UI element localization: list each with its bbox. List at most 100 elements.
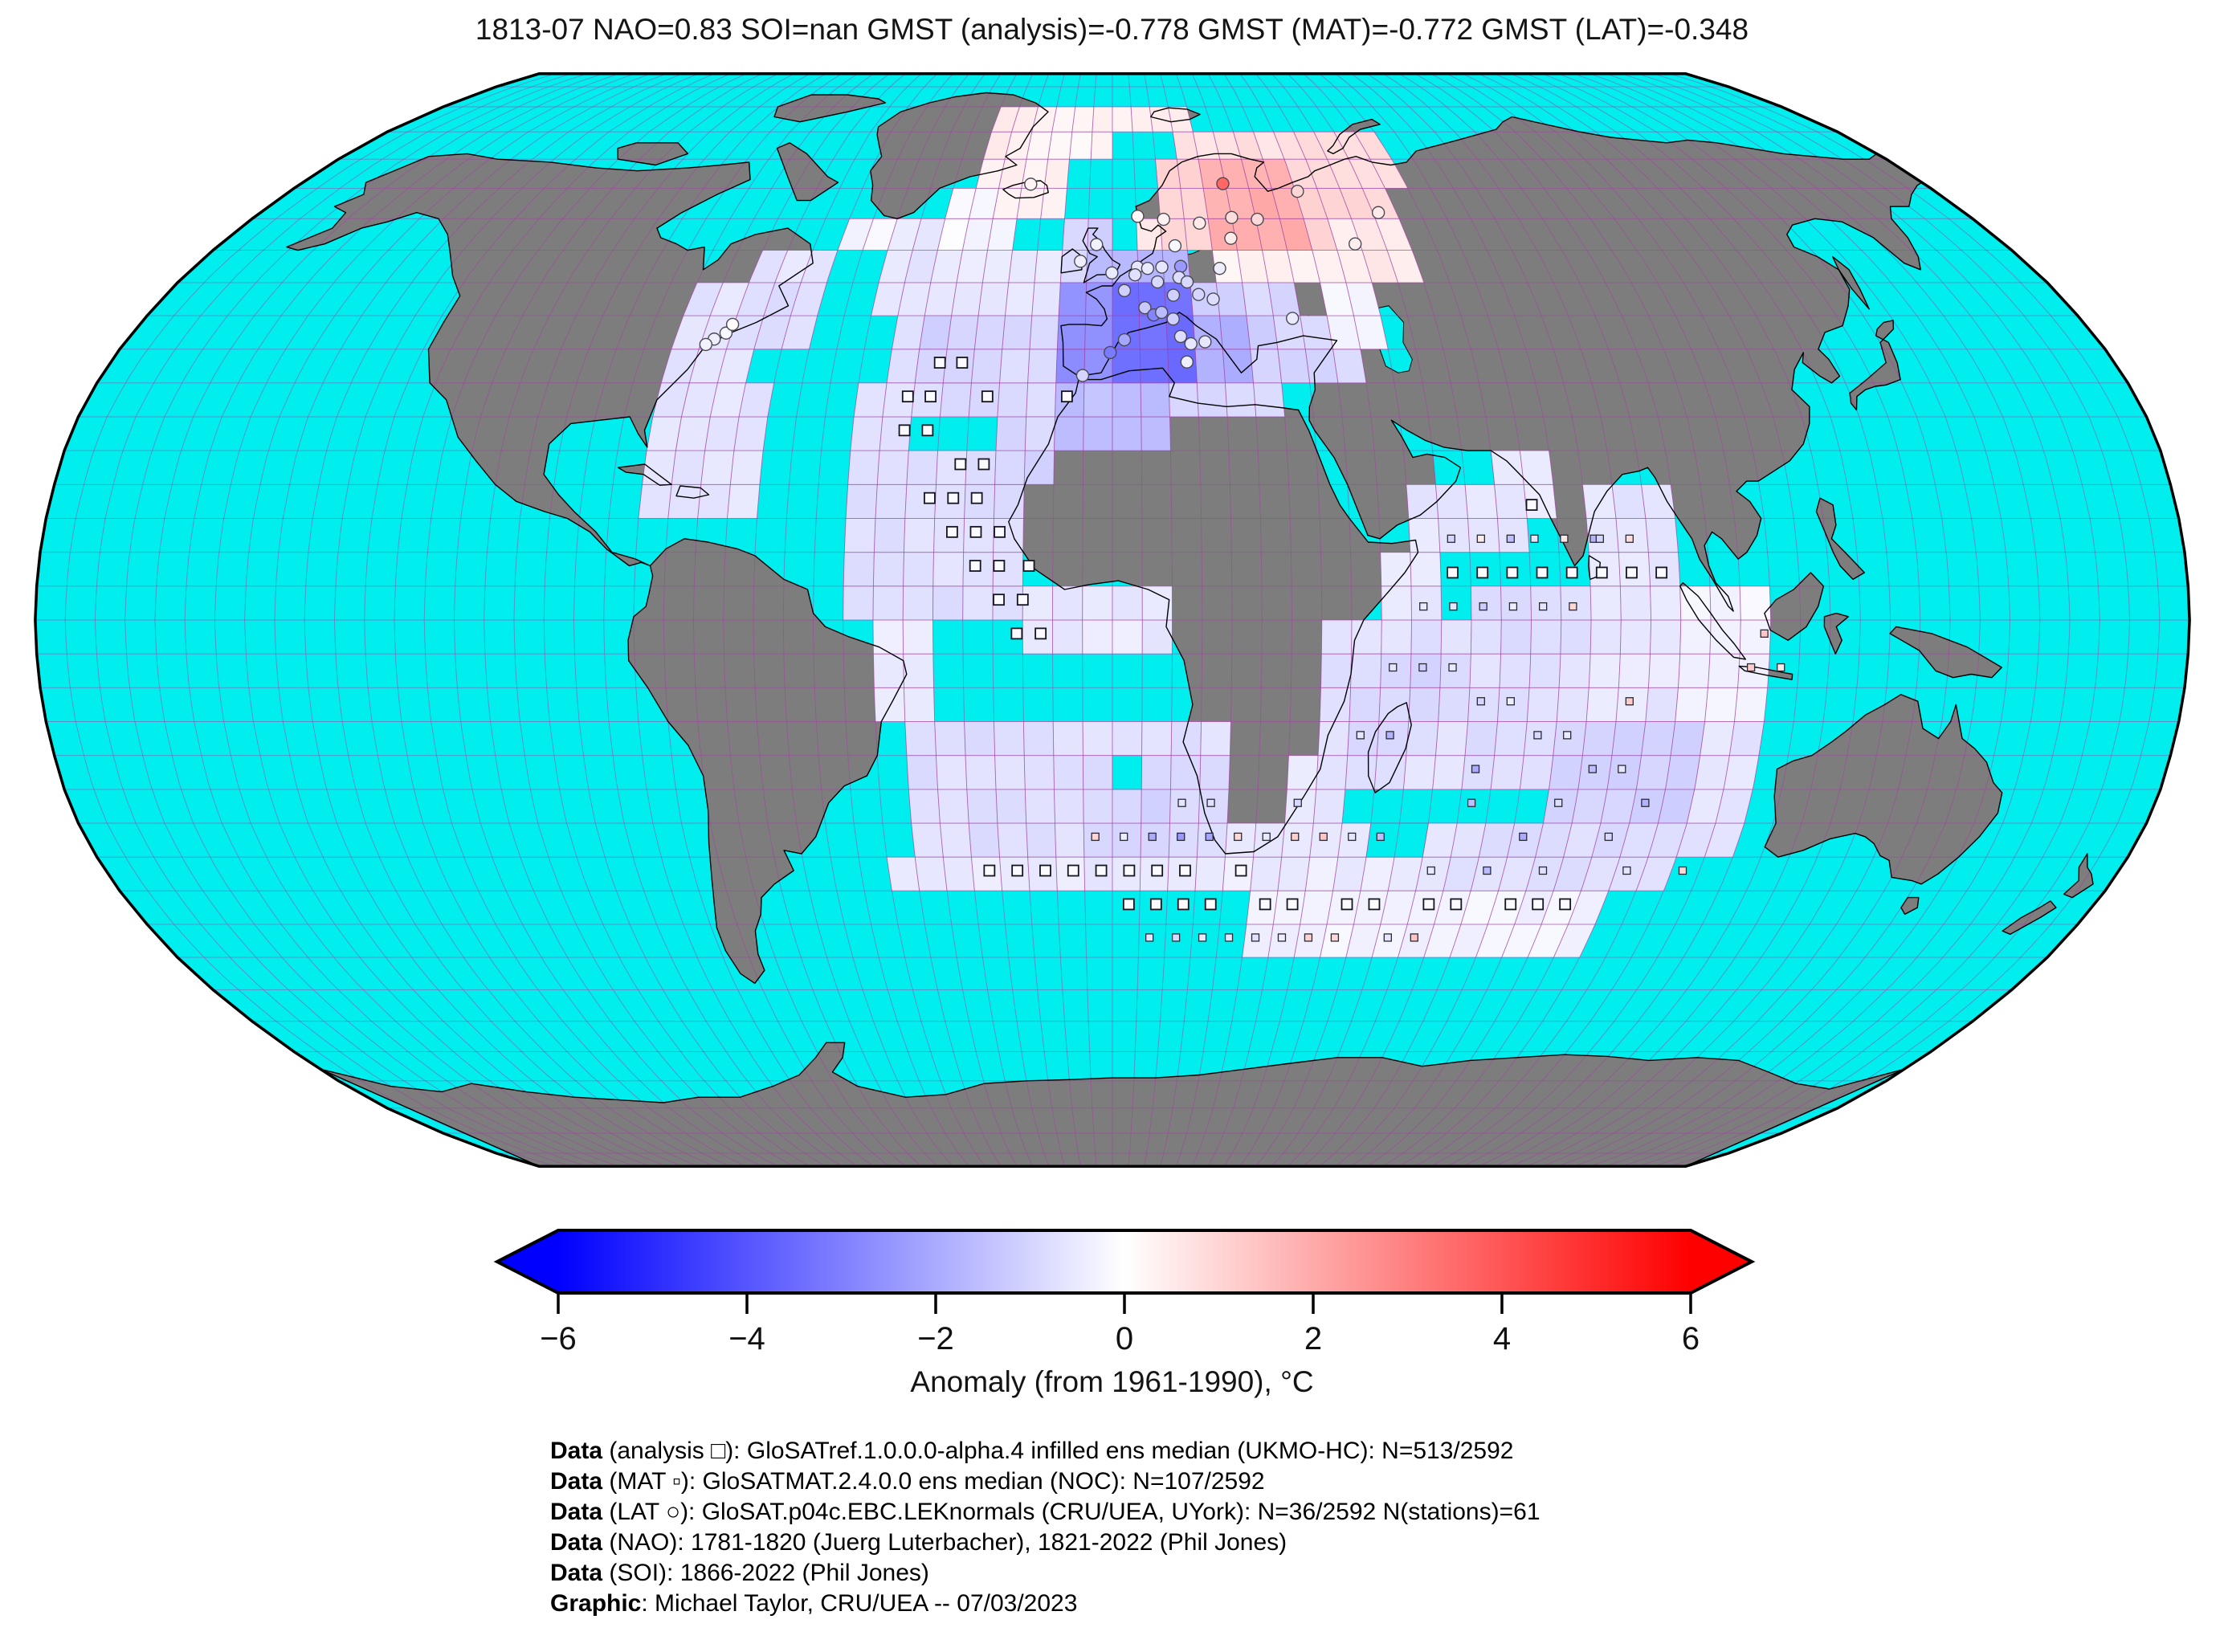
colorbar: −6 −4 −2 0 2 4 6	[493, 1229, 1756, 1356]
anomaly-cell	[1194, 856, 1226, 891]
anomaly-cell	[1052, 619, 1083, 655]
anomaly-cell	[946, 315, 979, 350]
mat-cell-marker	[1426, 866, 1435, 875]
analysis-cell-marker	[947, 492, 960, 504]
anomaly-cell	[1082, 755, 1113, 790]
anomaly-cell	[1619, 585, 1652, 621]
anomaly-cell	[1435, 721, 1469, 757]
anomaly-cell	[843, 518, 876, 553]
anomaly-cell	[1708, 653, 1740, 688]
anomaly-cell	[1043, 158, 1070, 189]
lat-station-marker	[1225, 210, 1239, 225]
anomaly-cell	[1438, 687, 1471, 722]
analysis-cell-marker	[1179, 864, 1191, 877]
anomaly-cell	[1024, 789, 1055, 824]
anomaly-cell	[1052, 585, 1083, 621]
mat-cell-marker	[1177, 832, 1185, 842]
anomaly-cell	[906, 450, 938, 485]
anomaly-cell	[843, 585, 874, 621]
analysis-cell-marker	[1034, 627, 1047, 640]
anomaly-cell	[908, 789, 941, 824]
anomaly-cell	[1112, 106, 1133, 133]
mat-cell-marker	[1198, 933, 1207, 942]
lat-station-marker	[1138, 300, 1152, 315]
anomaly-cell	[1464, 483, 1498, 519]
anomaly-cell	[965, 755, 997, 790]
anomaly-cell	[995, 416, 1027, 451]
mat-cell-marker	[1476, 697, 1485, 706]
lat-station-marker	[1104, 345, 1117, 360]
anomaly-cell	[850, 416, 883, 451]
analysis-cell-marker	[970, 492, 983, 504]
analysis-square-markers	[898, 357, 1668, 911]
mat-cell-marker	[1508, 602, 1518, 611]
anomaly-cell	[1549, 755, 1583, 790]
lat-station-marker	[1173, 329, 1188, 344]
mat-cell-marker	[1277, 933, 1287, 942]
anomaly-cell	[937, 789, 969, 824]
graticule	[35, 73, 2190, 1167]
anomaly-cell	[1704, 687, 1739, 722]
anomaly-cell	[1215, 282, 1247, 316]
anomaly-cell	[1408, 518, 1441, 553]
colorbar-gradient	[558, 1230, 1691, 1293]
analysis-cell-marker	[1259, 898, 1271, 911]
mat-cell-marker	[1171, 933, 1181, 942]
anomaly-cell	[1304, 856, 1339, 891]
anomaly-cell	[638, 483, 672, 519]
anomaly-cell	[1225, 382, 1257, 418]
colorbar-tick-label: 6	[1682, 1321, 1700, 1356]
anomaly-cell	[1645, 518, 1679, 553]
anomaly-cell	[1645, 687, 1679, 722]
analysis-cell-marker	[1122, 898, 1135, 911]
anomaly-cell	[1560, 619, 1592, 655]
mat-cell-marker	[1383, 933, 1392, 942]
landmass	[777, 142, 839, 201]
anomaly-cell	[1403, 755, 1436, 790]
landmass	[628, 538, 907, 984]
lat-station-marker	[1285, 312, 1300, 325]
colorbar-tick-label: 0	[1116, 1321, 1133, 1356]
anomaly-cell	[1112, 585, 1143, 621]
analysis-cell-marker	[1177, 898, 1190, 911]
mat-cell-marker	[1554, 798, 1563, 807]
anomaly-cell	[1700, 721, 1735, 757]
analysis-cell-marker	[1565, 566, 1578, 579]
anomaly-cell	[873, 687, 906, 722]
lat-station-marker	[1213, 261, 1226, 275]
mat-cell-marker	[1471, 765, 1480, 773]
colorbar-left-arrow	[497, 1230, 558, 1293]
anomaly-cell	[1040, 188, 1067, 219]
mat-cell-marker	[1148, 832, 1157, 842]
anomaly-cell	[1034, 250, 1063, 283]
anomaly-cell	[903, 552, 934, 587]
mat-cell-marker	[1604, 832, 1613, 842]
anomaly-cell	[1140, 382, 1170, 418]
map-outline	[34, 72, 2191, 1168]
anomaly-cell	[1349, 687, 1381, 722]
anomaly-cell	[845, 483, 878, 519]
lat-station-marker	[1141, 261, 1155, 275]
lat-station-marker	[1251, 212, 1264, 226]
lat-station-marker	[1166, 312, 1180, 326]
anomaly-cell	[1253, 382, 1286, 418]
anomaly-cell	[704, 416, 740, 451]
analysis-cell-marker	[1060, 390, 1073, 403]
anomaly-cell	[1490, 755, 1524, 790]
analysis-cell-marker	[1525, 499, 1538, 512]
analysis-cell-marker	[1422, 898, 1435, 911]
mat-cell-marker	[1560, 534, 1569, 543]
mat-cell-marker	[1467, 798, 1476, 807]
analysis-cell-marker	[1010, 627, 1023, 640]
analysis-cell-marker	[1450, 898, 1463, 911]
anomaly-cell	[1024, 416, 1055, 451]
lat-station-marker	[725, 317, 740, 332]
anomaly-cell	[1031, 282, 1061, 316]
anomaly-cell	[1739, 585, 1772, 621]
colorbar-axis-label: Anomaly (from 1961-1990), °C	[910, 1365, 1314, 1398]
anomaly-cell	[872, 619, 904, 655]
anomaly-cell	[1709, 585, 1741, 621]
mat-cell-marker	[1385, 731, 1394, 740]
lat-station-marker	[1155, 305, 1169, 320]
mat-cell-marker	[1760, 629, 1769, 638]
